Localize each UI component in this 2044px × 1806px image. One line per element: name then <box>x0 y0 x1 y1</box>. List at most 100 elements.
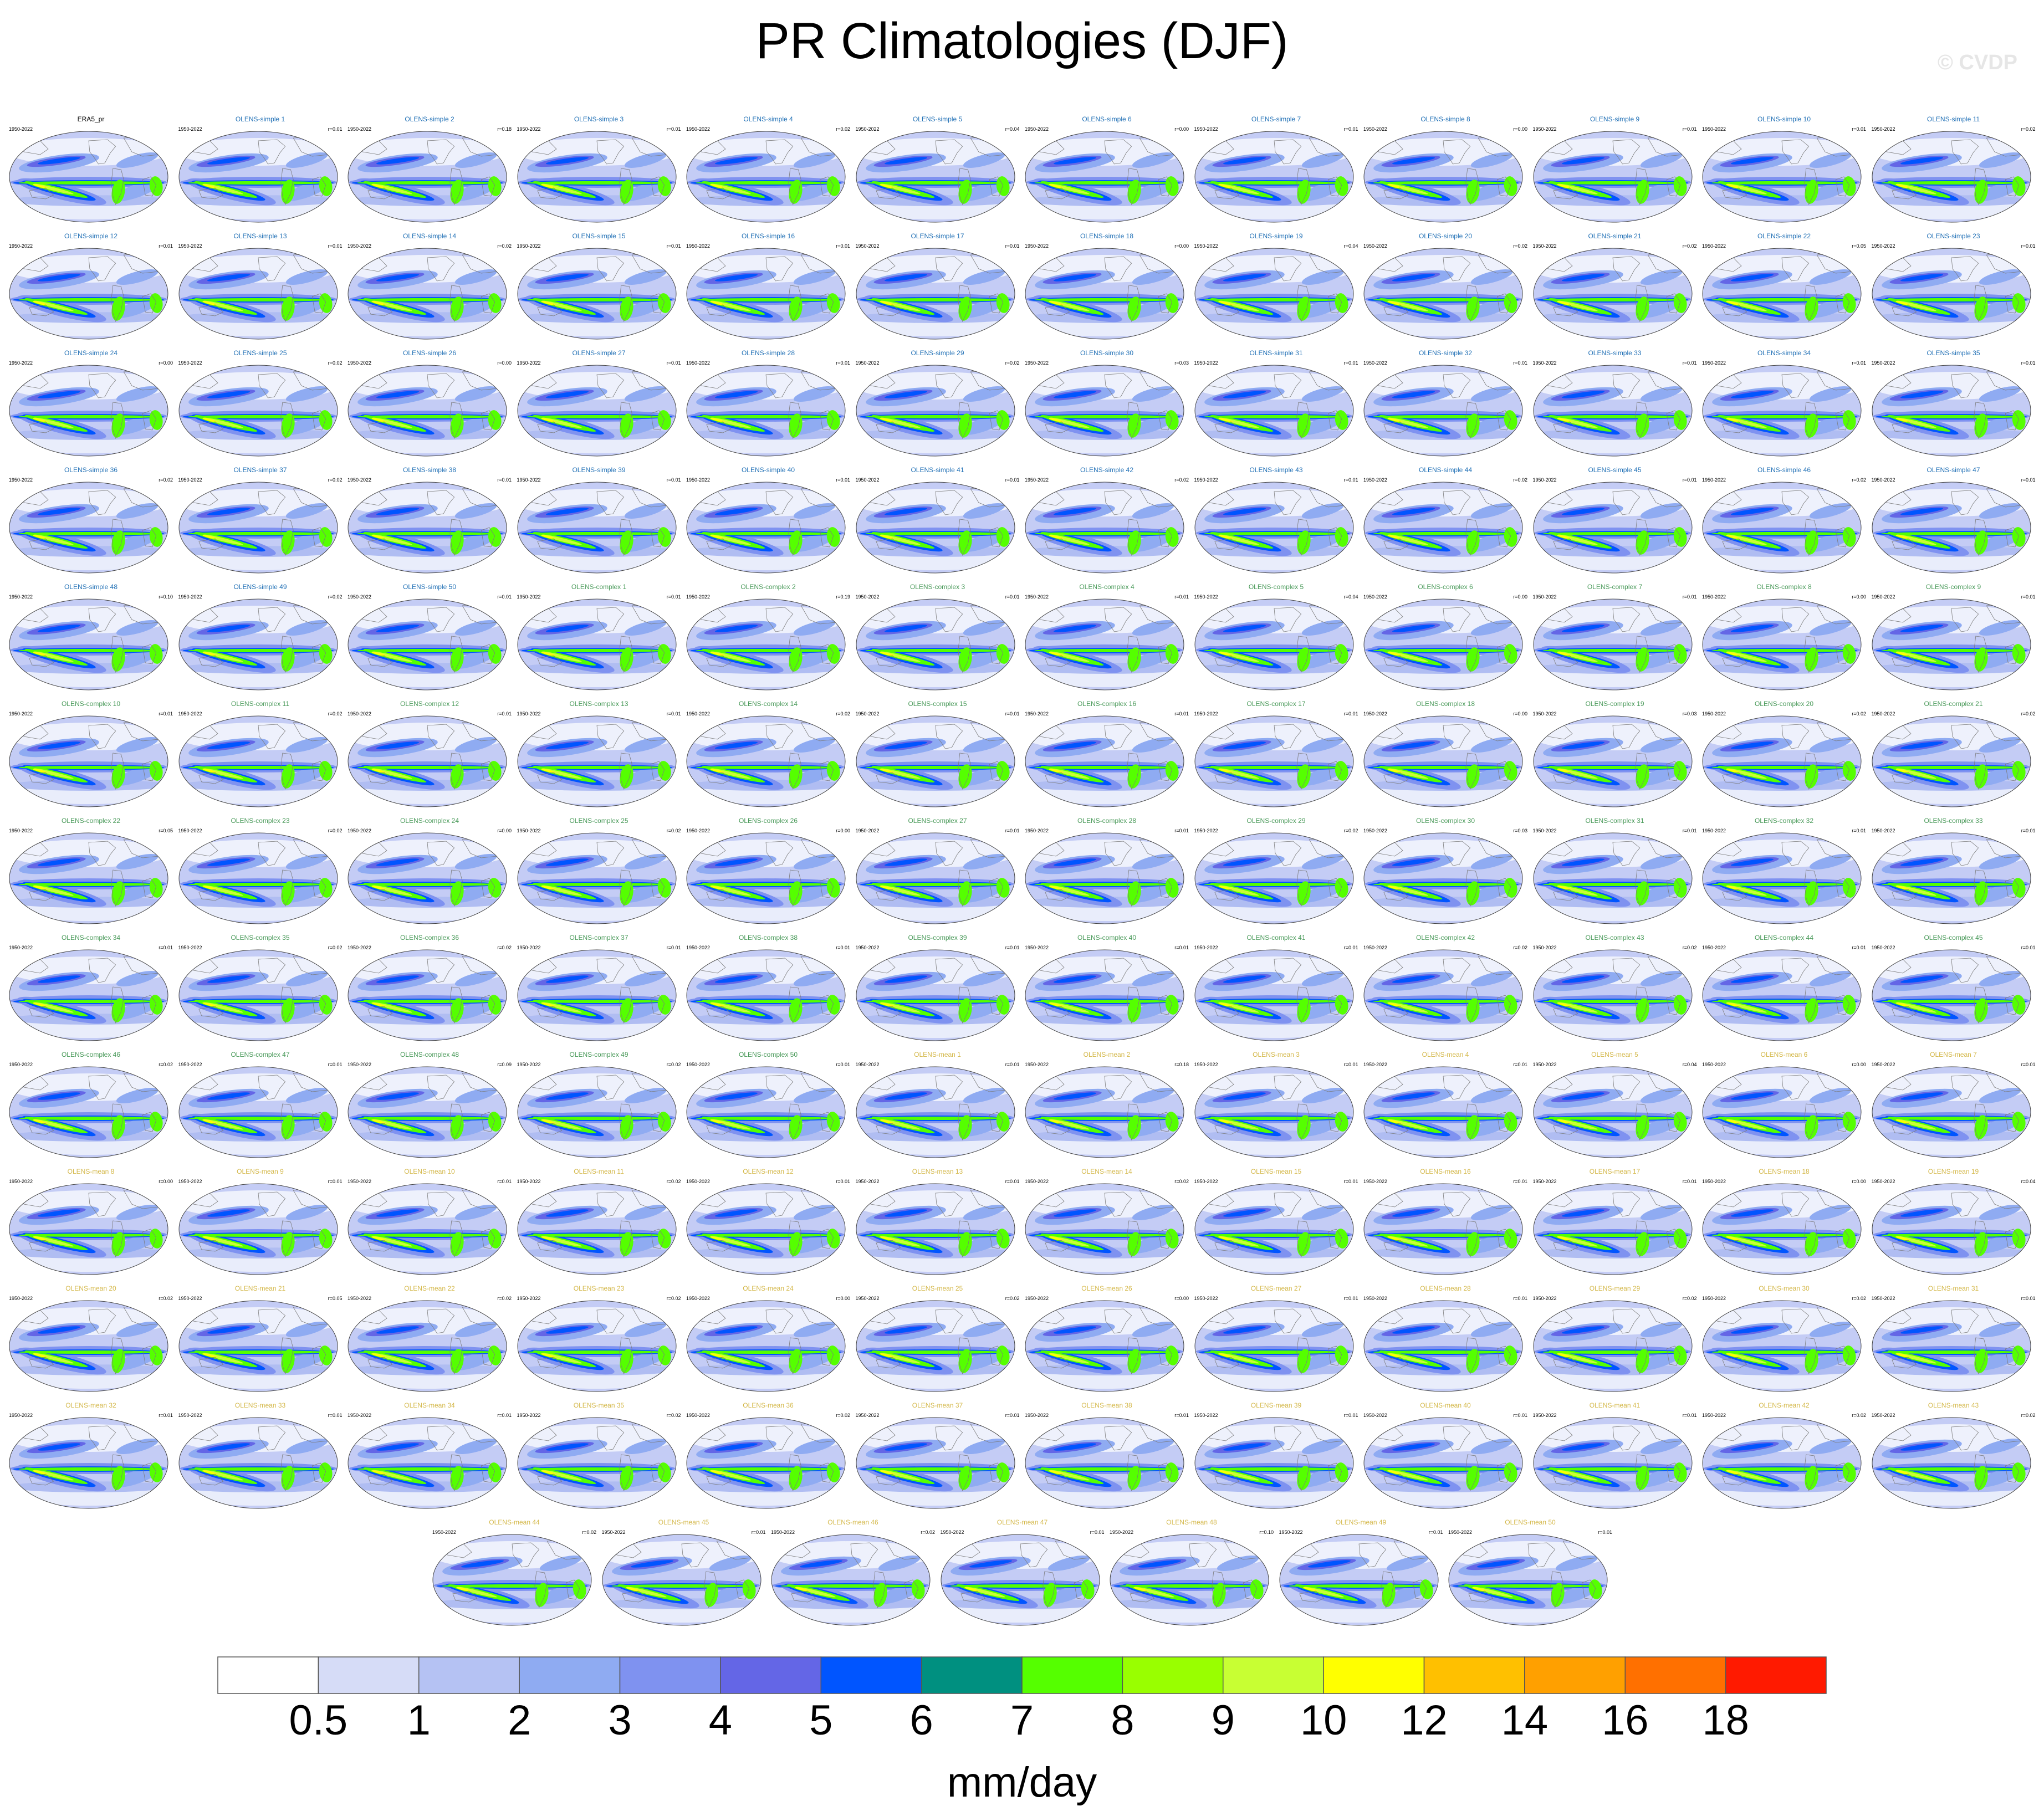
map-panel: OLENS-complex 11 1950-2022 r=0.02 <box>177 700 344 811</box>
precip-map <box>178 1300 338 1392</box>
panel-title: OLENS-simple 1 <box>235 115 285 123</box>
map-panel: OLENS-simple 24 1950-2022 r=0.00 <box>8 349 174 460</box>
colorbar-box <box>418 1656 520 1694</box>
panel-r-value: r=0.01 <box>836 1179 850 1184</box>
map-panel: OLENS-simple 23 1950-2022 r=0.01 <box>1871 232 2037 343</box>
panel-years: 1950-2022 <box>1025 1413 1049 1418</box>
colorbar-tick-label: 6 <box>909 1697 933 1744</box>
precip-map <box>517 1183 676 1275</box>
map-panel: OLENS-mean 37 1950-2022 r=0.01 <box>855 1401 1021 1512</box>
panel-years: 1950-2022 <box>348 243 372 249</box>
panel-title: OLENS-complex 24 <box>400 817 459 825</box>
panel-title: OLENS-simple 48 <box>64 583 118 591</box>
panel-years: 1950-2022 <box>1871 243 1895 249</box>
panel-title: OLENS-mean 1 <box>914 1051 961 1058</box>
panel-title: OLENS-mean 24 <box>743 1285 794 1292</box>
panel-years: 1950-2022 <box>686 477 711 483</box>
panel-years: 1950-2022 <box>348 360 372 366</box>
panel-years: 1950-2022 <box>178 243 202 249</box>
panel-r-value: r=0.02 <box>2021 126 2036 132</box>
map-panel: OLENS-mean 3 1950-2022 r=0.01 <box>1193 1051 1360 1162</box>
panel-r-value: r=0.01 <box>1174 945 1189 950</box>
panel-r-value: r=0.02 <box>666 1179 681 1184</box>
panel-title: OLENS-complex 27 <box>908 817 967 825</box>
precip-map <box>1025 1183 1184 1275</box>
panel-r-value: r=0.02 <box>1513 477 1527 483</box>
precip-map <box>178 598 338 690</box>
colorbar-box <box>1021 1656 1123 1694</box>
panel-r-value: r=0.02 <box>1513 945 1527 950</box>
panel-years: 1950-2022 <box>686 1062 711 1067</box>
panel-title: OLENS-simple 23 <box>1927 232 1980 240</box>
panel-years: 1950-2022 <box>9 477 33 483</box>
panel-years: 1950-2022 <box>855 126 880 132</box>
panel-r-value: r=0.01 <box>159 711 173 717</box>
panel-title: OLENS-mean 37 <box>912 1401 963 1409</box>
map-panel: OLENS-mean 10 1950-2022 r=0.01 <box>346 1168 513 1278</box>
precip-map <box>1533 248 1692 340</box>
precip-map <box>1533 1417 1692 1509</box>
panel-title: OLENS-complex 23 <box>231 817 290 825</box>
panel-r-value: r=0.01 <box>2021 243 2036 249</box>
panel-title: OLENS-mean 15 <box>1250 1168 1302 1175</box>
panel-r-value: r=0.02 <box>159 1062 173 1067</box>
panel-r-value: r=0.01 <box>1513 1413 1527 1418</box>
panel-title: OLENS-simple 43 <box>1249 466 1303 474</box>
map-panel: OLENS-complex 23 1950-2022 r=0.02 <box>177 817 344 928</box>
precip-map <box>686 1183 846 1275</box>
panel-years: 1950-2022 <box>1702 594 1726 600</box>
map-panel: OLENS-complex 4 1950-2022 r=0.01 <box>1024 583 1190 694</box>
panel-r-value: r=0.09 <box>497 1062 512 1067</box>
panel-r-value: r=0.01 <box>1005 711 1020 717</box>
precip-map <box>1702 832 1862 924</box>
panel-years: 1950-2022 <box>9 1296 33 1301</box>
map-panel: OLENS-mean 25 1950-2022 r=0.02 <box>855 1285 1021 1395</box>
panel-years: 1950-2022 <box>1363 1413 1388 1418</box>
panel-title: OLENS-simple 50 <box>402 583 457 591</box>
precip-map <box>9 365 168 457</box>
precip-map <box>1025 482 1184 574</box>
precip-map <box>348 598 507 690</box>
precip-map <box>1025 832 1184 924</box>
map-panel: OLENS-mean 26 1950-2022 r=0.00 <box>1024 1285 1190 1395</box>
panel-r-value: r=0.02 <box>2021 1413 2036 1418</box>
precip-map <box>348 482 507 574</box>
map-panel: OLENS-complex 45 1950-2022 r=0.01 <box>1871 934 2037 1045</box>
panel-title: OLENS-complex 47 <box>231 1051 290 1058</box>
panel-years: 1950-2022 <box>686 828 711 833</box>
panel-r-value: r=0.02 <box>1852 1413 1866 1418</box>
precip-map <box>686 832 846 924</box>
panel-years: 1950-2022 <box>9 945 33 950</box>
panel-r-value: r=0.01 <box>1005 828 1020 833</box>
panel-years: 1950-2022 <box>1532 1296 1557 1301</box>
panel-r-value: r=0.01 <box>1852 828 1866 833</box>
panel-title: OLENS-simple 47 <box>1927 466 1980 474</box>
colorbar-box <box>1725 1656 1827 1694</box>
map-panel: OLENS-complex 38 1950-2022 r=0.01 <box>685 934 851 1045</box>
precip-map <box>348 1417 507 1509</box>
panel-title: OLENS-simple 8 <box>1420 115 1470 123</box>
panel-years: 1950-2022 <box>855 945 880 950</box>
panel-years: 1950-2022 <box>517 1179 541 1184</box>
panel-title: OLENS-mean 30 <box>1759 1285 1810 1292</box>
panel-r-value: r=0.01 <box>328 1179 343 1184</box>
panel-years: 1950-2022 <box>1363 945 1388 950</box>
panel-years: 1950-2022 <box>1702 828 1726 833</box>
panel-r-value: r=0.18 <box>1174 1062 1189 1067</box>
panel-years: 1950-2022 <box>1025 243 1049 249</box>
panel-r-value: r=0.01 <box>1682 126 1697 132</box>
map-panel: OLENS-complex 6 1950-2022 r=0.00 <box>1362 583 1529 694</box>
precip-map <box>1363 715 1523 807</box>
map-panel: OLENS-complex 5 1950-2022 r=0.04 <box>1193 583 1360 694</box>
panel-years: 1950-2022 <box>178 360 202 366</box>
precip-map <box>1363 832 1523 924</box>
panel-r-value: r=0.02 <box>836 1413 850 1418</box>
map-panel: OLENS-simple 5 1950-2022 r=0.04 <box>855 115 1021 226</box>
panel-years: 1950-2022 <box>1110 1529 1134 1535</box>
map-panel: OLENS-complex 35 1950-2022 r=0.02 <box>177 934 344 1045</box>
panel-title: OLENS-simple 14 <box>402 232 457 240</box>
panel-years: 1950-2022 <box>9 1179 33 1184</box>
panel-r-value: r=0.01 <box>159 945 173 950</box>
colorbar-labels: 0.5 1 2 3 4 5 6 7 8 9 10 12 14 16 18 <box>289 1697 1749 1744</box>
precip-map <box>1702 1300 1862 1392</box>
